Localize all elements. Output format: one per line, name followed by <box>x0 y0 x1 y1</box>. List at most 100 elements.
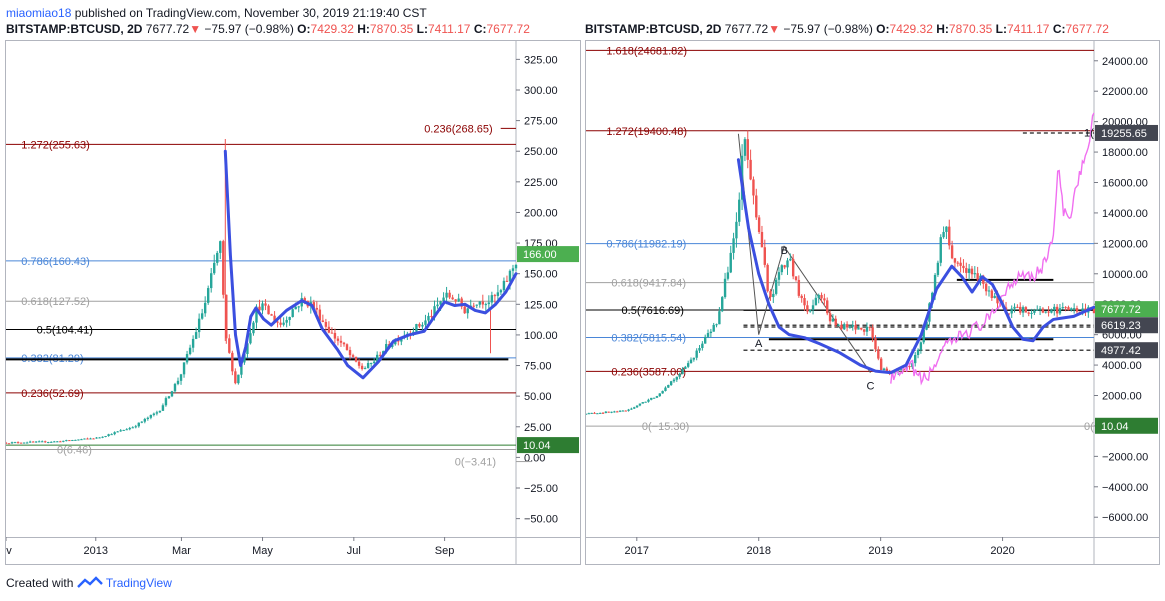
username-link[interactable]: miaomiao18 <box>6 6 72 20</box>
candle-body <box>481 301 485 305</box>
candle-body <box>86 438 89 440</box>
y-tick-label: 16000.00 <box>1102 177 1148 189</box>
candle-body <box>213 262 216 274</box>
candle-body <box>354 356 358 362</box>
open-label: O: <box>876 22 890 36</box>
candle-body <box>478 301 481 305</box>
candle-body <box>987 290 991 292</box>
high-value: 7870.35 <box>369 22 414 36</box>
candle-body <box>959 262 962 266</box>
candle-body <box>179 374 183 381</box>
y-tick-label: 275.00 <box>524 116 558 128</box>
candle-body <box>92 438 95 440</box>
candle-body <box>718 311 721 325</box>
candle-body <box>672 379 676 382</box>
fib-level-label: 0(−15.30) <box>642 421 689 433</box>
candle-body <box>255 306 258 323</box>
candle-body <box>1036 309 1039 311</box>
candle-body <box>137 422 140 427</box>
candle-body <box>1047 311 1050 313</box>
fib-level-label: 0.786(160.43) <box>21 256 90 268</box>
candle-body <box>945 226 948 232</box>
candle-body <box>146 417 150 419</box>
symbol-name[interactable]: BITSTAMP:BTCUSD, 2D <box>6 22 143 36</box>
candle-body <box>936 262 940 275</box>
candle-body <box>800 295 803 299</box>
candle-body <box>360 365 364 370</box>
candle-body <box>914 354 917 364</box>
candle-body <box>152 413 156 415</box>
candle-body <box>297 306 300 308</box>
candle-body <box>219 241 222 253</box>
price-tag-label: 10.04 <box>523 440 551 452</box>
candle-body <box>134 426 137 428</box>
price-tag-label: 10.04 <box>1101 421 1129 433</box>
candle-body <box>854 324 857 330</box>
fib-level-label: 0.786(11982.19) <box>606 239 686 251</box>
price-tag-label: 4977.42 <box>1101 345 1141 357</box>
tradingview-brand-link[interactable]: TradingView <box>105 576 172 590</box>
candle-body <box>607 411 610 413</box>
fib-level-label: 0.236(3587.00) <box>611 366 686 378</box>
candle-body <box>962 265 965 269</box>
candle-body <box>225 294 228 339</box>
candle-body <box>7 443 11 445</box>
y-tick-label: 0.00 <box>524 452 545 464</box>
candle-body <box>16 442 20 444</box>
candle-body <box>270 314 273 316</box>
fib-level-label: 0(−3.41) <box>455 457 496 469</box>
candle-body <box>31 441 35 443</box>
chart-right-svg[interactable]: 24000.00 22000.00 20000.00 18000.00 16000.00… <box>584 41 1159 564</box>
y-tick-label: 100.00 <box>524 330 558 342</box>
candle-body <box>246 343 249 355</box>
chart-panel-left[interactable]: 325.00 300.00 275.00 250.00 225.00 200.00 175.… <box>0 40 581 565</box>
candle-body <box>77 439 80 441</box>
candle-body <box>1058 308 1062 314</box>
candle-body <box>596 413 599 415</box>
x-tick-label: 2017 <box>625 545 649 557</box>
candle-body <box>197 318 201 333</box>
y-tick-label: 75.00 <box>524 361 552 373</box>
candle-body <box>505 280 509 282</box>
candle-body <box>1067 307 1070 311</box>
candle-body <box>65 440 68 442</box>
x-tick-label: Jul <box>347 545 361 557</box>
candle-body <box>644 401 647 403</box>
candle-body <box>652 397 656 399</box>
candle-body <box>837 324 840 326</box>
high-label: H: <box>357 22 370 36</box>
candle-body <box>484 304 488 306</box>
candle-body <box>925 321 928 330</box>
candle-body <box>203 302 207 314</box>
candle-body <box>811 305 815 311</box>
y-tick-label: 150.00 <box>524 269 558 281</box>
candle-body <box>908 366 911 368</box>
candle-body <box>791 258 795 277</box>
candle-body <box>249 333 252 344</box>
price-change: −75.97 (−0.98%) <box>204 22 294 36</box>
candle-body <box>158 410 162 413</box>
symbol-name[interactable]: BITSTAMP:BTCUSD, 2D <box>585 22 722 36</box>
chart-left-svg[interactable]: 325.00300.00275.00250.00225.00200.00175.… <box>0 41 580 564</box>
candle-body <box>647 399 650 402</box>
candle-body <box>25 442 29 444</box>
candle-body <box>385 344 388 352</box>
chart-panel-right[interactable]: 24000.00 22000.00 20000.00 18000.00 16000.00… <box>584 40 1160 565</box>
y-tick-label: 300.00 <box>524 85 558 97</box>
footer: Created with TradingView <box>6 576 172 590</box>
candle-body <box>375 354 379 362</box>
symbol-line-left: BITSTAMP:BTCUSD, 2D 7677.72▼ −75.97 (−0.… <box>6 21 530 37</box>
candle-body <box>701 343 704 349</box>
candle-body <box>95 437 98 439</box>
candle-body <box>357 361 361 366</box>
candle-body <box>814 297 818 306</box>
candle-body <box>621 410 625 412</box>
x-tick-label: May <box>252 545 273 557</box>
y-tick-label: 325.00 <box>524 54 558 66</box>
candle-body <box>658 393 661 397</box>
close-label: C: <box>1052 22 1066 36</box>
candle-body <box>327 326 331 333</box>
candle-body <box>348 349 352 356</box>
candle-body <box>678 374 681 377</box>
candle-body <box>173 383 177 392</box>
